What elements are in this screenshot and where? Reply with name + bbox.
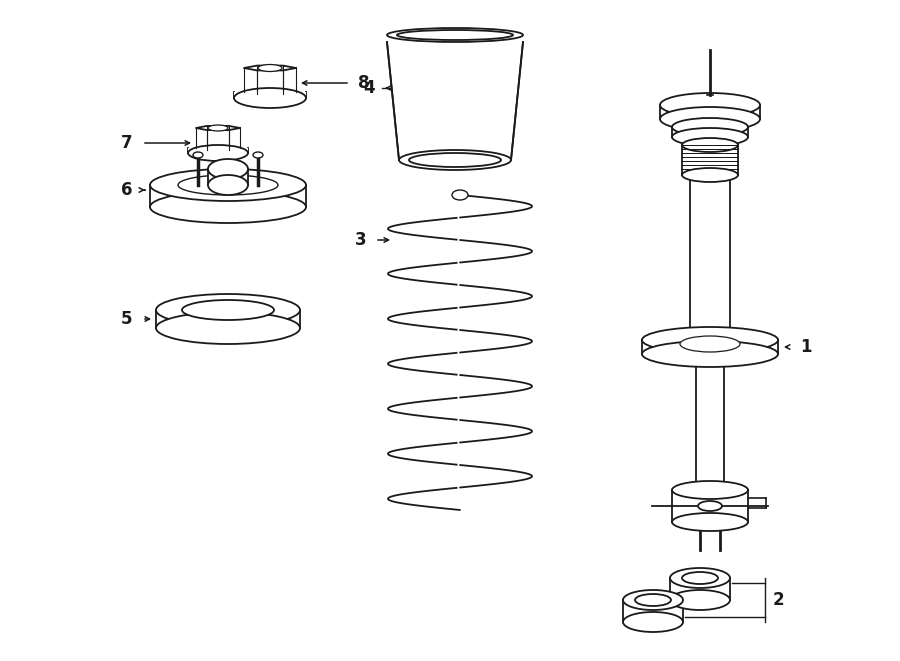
Bar xyxy=(672,490,748,522)
Ellipse shape xyxy=(452,190,468,200)
Ellipse shape xyxy=(660,107,760,131)
Polygon shape xyxy=(244,65,296,71)
Bar xyxy=(623,600,683,622)
Ellipse shape xyxy=(182,300,274,320)
Ellipse shape xyxy=(399,150,511,170)
Ellipse shape xyxy=(258,65,282,71)
Ellipse shape xyxy=(623,612,683,632)
Ellipse shape xyxy=(387,28,523,42)
Ellipse shape xyxy=(670,590,730,610)
Bar xyxy=(670,578,730,600)
Text: 4: 4 xyxy=(364,79,375,97)
Ellipse shape xyxy=(156,294,300,326)
Polygon shape xyxy=(196,126,240,130)
Text: 2: 2 xyxy=(773,591,785,609)
Ellipse shape xyxy=(660,93,760,117)
Text: 8: 8 xyxy=(358,74,370,92)
Ellipse shape xyxy=(178,175,278,195)
Ellipse shape xyxy=(156,312,300,344)
Text: 3: 3 xyxy=(356,231,367,249)
Ellipse shape xyxy=(680,336,740,352)
Bar xyxy=(660,105,760,119)
Ellipse shape xyxy=(635,594,671,606)
Ellipse shape xyxy=(670,568,730,588)
Bar xyxy=(642,340,778,354)
Ellipse shape xyxy=(188,145,248,161)
Bar xyxy=(690,175,730,340)
Ellipse shape xyxy=(210,177,246,187)
Ellipse shape xyxy=(208,159,248,179)
Bar xyxy=(682,145,738,175)
Ellipse shape xyxy=(672,513,748,531)
Ellipse shape xyxy=(150,169,306,201)
Ellipse shape xyxy=(253,152,263,158)
Ellipse shape xyxy=(682,168,738,182)
Ellipse shape xyxy=(623,590,683,610)
Ellipse shape xyxy=(409,153,501,167)
Bar xyxy=(156,310,300,328)
Ellipse shape xyxy=(672,481,748,499)
Ellipse shape xyxy=(150,191,306,223)
Ellipse shape xyxy=(642,341,778,367)
Bar xyxy=(696,354,724,490)
Ellipse shape xyxy=(698,501,722,511)
Ellipse shape xyxy=(682,138,738,152)
Ellipse shape xyxy=(397,30,513,40)
Ellipse shape xyxy=(672,128,748,146)
Bar xyxy=(672,127,748,137)
Ellipse shape xyxy=(672,118,748,136)
Ellipse shape xyxy=(682,572,718,584)
Bar xyxy=(208,169,248,185)
Ellipse shape xyxy=(208,125,228,131)
Bar xyxy=(234,92,306,98)
Polygon shape xyxy=(387,42,523,160)
Ellipse shape xyxy=(193,152,203,158)
Text: 7: 7 xyxy=(121,134,132,152)
Ellipse shape xyxy=(208,175,248,195)
Bar xyxy=(150,185,306,207)
Ellipse shape xyxy=(642,327,778,353)
Text: 6: 6 xyxy=(121,181,132,199)
Bar xyxy=(188,148,248,153)
Text: 1: 1 xyxy=(800,338,812,356)
Ellipse shape xyxy=(234,88,306,108)
Text: 5: 5 xyxy=(121,310,132,328)
